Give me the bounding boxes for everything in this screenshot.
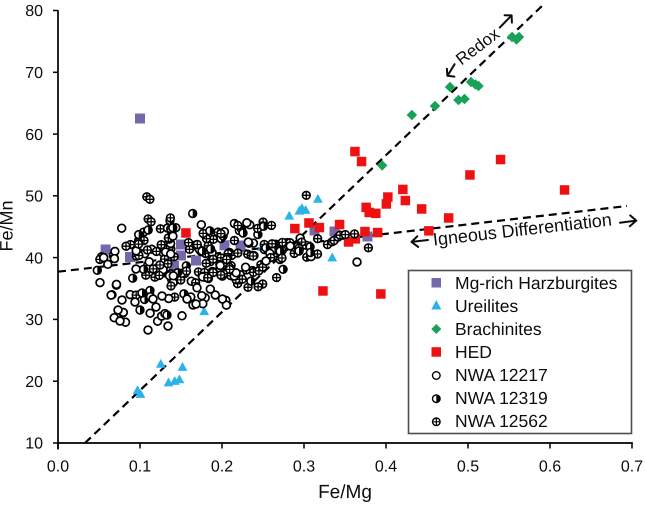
svg-text:0.1: 0.1	[129, 459, 151, 476]
svg-text:Mg-rich Harzburgites: Mg-rich Harzburgites	[455, 273, 618, 293]
svg-text:50: 50	[25, 189, 43, 206]
svg-text:NWA 12217: NWA 12217	[455, 365, 548, 385]
svg-text:60: 60	[25, 127, 43, 144]
svg-text:80: 80	[25, 3, 43, 20]
svg-text:20: 20	[25, 374, 43, 391]
svg-text:40: 40	[25, 250, 43, 267]
svg-text:HED: HED	[455, 342, 492, 362]
svg-text:NWA 12319: NWA 12319	[455, 388, 548, 408]
svg-text:0.2: 0.2	[211, 459, 233, 476]
svg-text:Fe/Mg: Fe/Mg	[318, 482, 372, 503]
svg-text:Ureilites: Ureilites	[455, 296, 518, 316]
svg-text:0.7: 0.7	[621, 459, 643, 476]
svg-text:0.0: 0.0	[47, 459, 69, 476]
svg-text:Brachinites: Brachinites	[455, 319, 542, 339]
svg-text:0.3: 0.3	[293, 459, 315, 476]
svg-text:30: 30	[25, 312, 43, 329]
svg-text:0.4: 0.4	[375, 459, 397, 476]
svg-text:10: 10	[25, 436, 43, 453]
svg-text:NWA 12562: NWA 12562	[455, 411, 548, 431]
svg-text:0.5: 0.5	[457, 459, 479, 476]
svg-text:Fe/Mn: Fe/Mn	[0, 200, 17, 251]
svg-text:70: 70	[25, 65, 43, 82]
svg-text:0.6: 0.6	[539, 459, 561, 476]
